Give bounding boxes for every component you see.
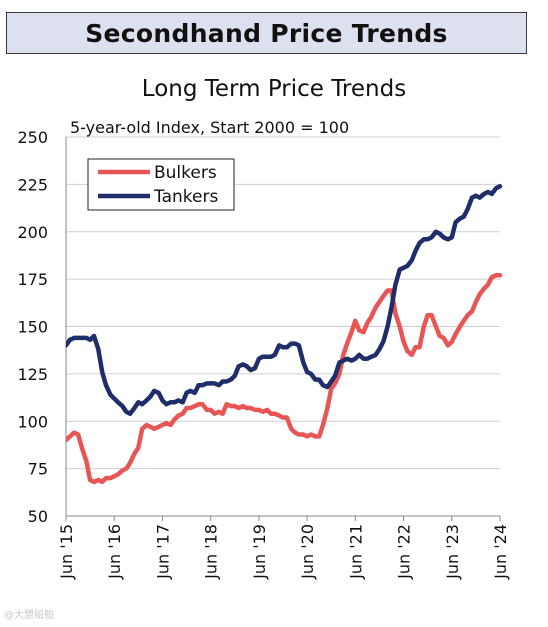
series-line-tankers [66, 184, 503, 416]
legend-label-bulkers: Bulkers [154, 163, 217, 183]
x-tick-label: Jun '15 [57, 524, 76, 580]
banner-title: Secondhand Price Trends [85, 18, 448, 48]
x-tick-label: Jun '17 [153, 524, 172, 580]
x-tick-label: Jun '16 [105, 524, 124, 580]
chart-title: Long Term Price Trends [141, 76, 407, 102]
y-tick-label: 75 [28, 460, 48, 479]
y-tick-label: 175 [17, 270, 48, 289]
y-tick-label: 250 [17, 128, 48, 147]
legend [87, 158, 235, 211]
legend-label-tankers: Tankers [153, 187, 218, 207]
x-tick-label: Jun '20 [298, 524, 317, 580]
x-tick-label: Jun '24 [491, 524, 510, 580]
x-tick-label: Jun '23 [443, 524, 462, 580]
x-tick-label: Jun '22 [395, 524, 414, 580]
banner: Secondhand Price Trends [6, 12, 527, 54]
y-tick-label: 200 [17, 223, 48, 242]
y-tick-label: 150 [17, 318, 48, 337]
y-tick-label: 100 [17, 412, 48, 431]
x-tick-label: Jun '19 [250, 524, 269, 580]
series-line-bulkers [66, 273, 503, 485]
chart-subtitle: 5-year-old Index, Start 2000 = 100 [70, 118, 350, 137]
x-tick-label: Jun '21 [346, 524, 365, 580]
y-tick-label: 225 [17, 175, 48, 194]
x-tick-label: Jun '18 [202, 524, 221, 580]
y-tick-label: 125 [17, 365, 48, 384]
y-tick-label: 50 [28, 507, 48, 526]
watermark: @大盟船舶 [4, 610, 54, 621]
